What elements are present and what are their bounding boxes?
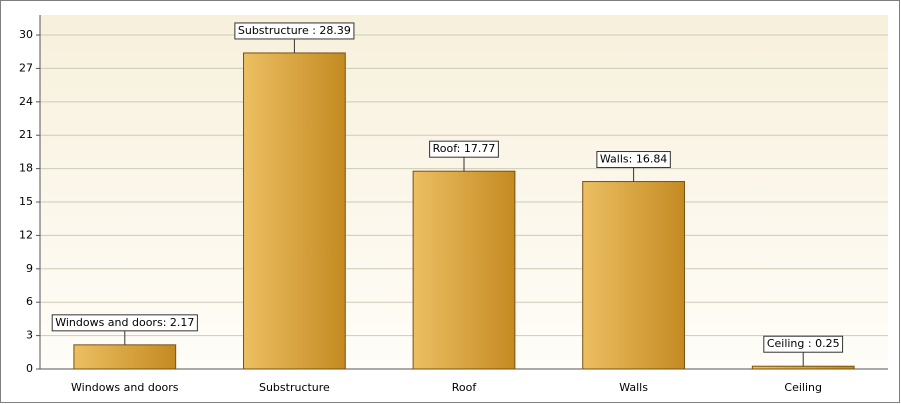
bar [582,181,685,370]
y-tick-label: 3 [26,329,33,342]
x-tick-label: Substructure [259,381,330,394]
x-tick-label: Roof [452,381,478,394]
label-box [51,314,198,332]
data-label: Ceiling : 0.25 [767,337,840,350]
x-tick-label: Ceiling [784,381,822,394]
y-tick-label: 30 [19,28,33,41]
y-tick-label: 12 [19,228,33,241]
data-label: Windows and doors: 2.17 [55,316,194,329]
label-box [763,335,844,353]
bar [243,52,346,370]
data-label: Substructure : 28.39 [238,24,351,37]
x-tick-label: Walls [619,381,648,394]
data-label: Walls: 16.84 [600,153,667,166]
y-tick-label: 0 [26,362,33,375]
y-tick-label: 9 [26,262,33,275]
y-tick-label: 6 [26,295,33,308]
label-box [429,140,499,158]
bar [751,365,855,370]
bar [73,344,177,370]
label-box [234,22,355,40]
y-tick-label: 24 [19,95,33,108]
x-tick-label: Windows and doors [71,381,179,394]
y-tick-label: 27 [19,61,33,74]
data-label: Roof: 17.77 [433,142,496,155]
y-tick-label: 21 [19,128,33,141]
bar [412,170,516,370]
y-tick-label: 15 [19,195,33,208]
y-tick-label: 18 [19,162,33,175]
label-box [596,151,671,169]
